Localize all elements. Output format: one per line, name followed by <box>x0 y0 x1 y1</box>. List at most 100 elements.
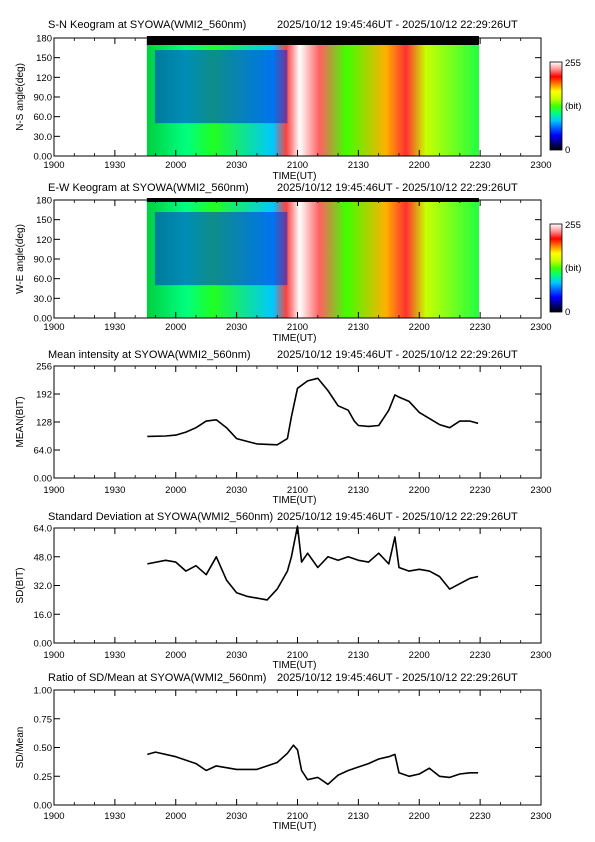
y-tick-label: 120 <box>36 73 52 84</box>
y-tick-label: 60.0 <box>34 274 53 285</box>
x-tick-label: 2230 <box>470 485 491 496</box>
y-tick-label: 30.0 <box>34 294 53 305</box>
y-tick-label: 64.0 <box>34 446 53 457</box>
x-tick-label: 1930 <box>104 811 125 822</box>
keogram-quiet-region <box>154 50 288 124</box>
y-tick-label: 16.0 <box>34 610 53 621</box>
x-tick-label: 2300 <box>530 811 551 822</box>
colorbar-max-label: 255 <box>565 220 581 231</box>
y-tick-label: 0.75 <box>34 714 53 725</box>
x-tick-label: 2030 <box>226 322 247 333</box>
panel-title: Standard Deviation at SYOWA(WMI2_560nm) <box>48 511 273 523</box>
x-tick-label: 2130 <box>348 811 369 822</box>
x-tick-label: 2000 <box>165 811 186 822</box>
y-tick-label: 180 <box>36 34 52 45</box>
x-tick-label: 2100 <box>287 322 308 333</box>
x-tick-label: 2200 <box>409 485 430 496</box>
x-tick-label: 1930 <box>104 485 125 496</box>
y-axis-label: MEAN(BIT) <box>15 396 26 447</box>
y-tick-label: 0.25 <box>34 772 53 783</box>
y-axis-label: SD(BIT) <box>15 567 26 603</box>
colorbar-max-label: 255 <box>565 58 581 69</box>
keogram-quiet-region <box>154 212 288 286</box>
x-tick-label: 2200 <box>409 811 430 822</box>
panel-ratio: Ratio of SD/Mean at SYOWA(WMI2_560nm) 202… <box>15 672 552 832</box>
panel-time-range: 2025/10/12 19:45:46UT - 2025/10/12 22:29… <box>277 511 518 523</box>
x-tick-label: 2130 <box>348 650 369 661</box>
panel-sd: Standard Deviation at SYOWA(WMI2_560nm) 2… <box>15 511 552 671</box>
x-axis-label: TIME(UT) <box>273 333 317 344</box>
x-tick-label: 2130 <box>348 160 369 171</box>
y-tick-label: 256 <box>36 362 52 373</box>
y-tick-label: 180 <box>36 196 52 207</box>
x-tick-label: 2100 <box>287 650 308 661</box>
y-tick-label: 30.0 <box>34 132 53 143</box>
x-tick-label: 1900 <box>43 322 64 333</box>
x-tick-label: 1900 <box>43 485 64 496</box>
y-tick-label: 192 <box>36 390 52 401</box>
colorbar <box>549 223 563 313</box>
x-tick-label: 2200 <box>409 160 430 171</box>
x-tick-label: 2130 <box>348 485 369 496</box>
y-tick-label: 0.00 <box>34 314 53 325</box>
y-tick-label: 0.00 <box>34 474 53 485</box>
panel-sn: S-N Keogram at SYOWA(WMI2_560nm) 2025/10/… <box>15 19 581 182</box>
x-tick-label: 2300 <box>530 485 551 496</box>
x-tick-label: 1900 <box>43 160 64 171</box>
y-tick-label: 60.0 <box>34 112 53 123</box>
y-tick-label: 128 <box>36 418 52 429</box>
x-tick-label: 2230 <box>470 811 491 822</box>
y-tick-label: 0.50 <box>34 743 53 754</box>
x-axis-label: TIME(UT) <box>273 821 317 832</box>
colorbar-unit-label: (bit) <box>565 101 581 112</box>
panel-title: Mean intensity at SYOWA(WMI2_560nm) <box>48 349 251 361</box>
y-tick-label: 150 <box>36 53 52 64</box>
x-tick-label: 2230 <box>470 322 491 333</box>
x-tick-label: 2000 <box>165 322 186 333</box>
colorbar-min-label: 0 <box>565 145 570 156</box>
x-tick-label: 2030 <box>226 650 247 661</box>
colorbar-min-label: 0 <box>565 307 570 318</box>
y-tick-label: 150 <box>36 215 52 226</box>
x-tick-label: 2030 <box>226 811 247 822</box>
series-line <box>147 525 479 601</box>
series-line <box>147 377 479 446</box>
x-tick-label: 2300 <box>530 160 551 171</box>
x-axis-label: TIME(UT) <box>273 495 317 506</box>
y-axis-label: W-E angle(deg) <box>15 224 26 294</box>
x-tick-label: 2000 <box>165 650 186 661</box>
y-tick-label: 0.00 <box>34 152 53 163</box>
x-tick-label: 2130 <box>348 322 369 333</box>
colorbar <box>549 61 563 151</box>
panel-time-range: 2025/10/12 19:45:46UT - 2025/10/12 22:29… <box>277 349 518 361</box>
plot-frame <box>53 689 542 806</box>
panel-mean: Mean intensity at SYOWA(WMI2_560nm) 2025/… <box>15 349 552 506</box>
x-tick-label: 1930 <box>104 160 125 171</box>
x-tick-label: 2200 <box>409 322 430 333</box>
x-tick-label: 2000 <box>165 160 186 171</box>
x-tick-label: 1930 <box>104 650 125 661</box>
x-tick-label: 2000 <box>165 485 186 496</box>
keogram-nodata-band <box>146 36 479 45</box>
x-tick-label: 2300 <box>530 322 551 333</box>
y-tick-label: 48.0 <box>34 552 53 563</box>
x-tick-label: 2100 <box>287 485 308 496</box>
x-axis-label: TIME(UT) <box>273 171 317 182</box>
y-tick-label: 90.0 <box>34 255 53 266</box>
x-tick-label: 2300 <box>530 650 551 661</box>
plot-frame <box>53 527 542 644</box>
plot-frame <box>53 365 542 479</box>
x-tick-label: 2100 <box>287 160 308 171</box>
y-tick-label: 120 <box>36 235 52 246</box>
x-tick-label: 2030 <box>226 160 247 171</box>
x-tick-label: 1900 <box>43 650 64 661</box>
y-tick-label: 0.00 <box>34 801 53 812</box>
x-axis-label: TIME(UT) <box>273 660 317 671</box>
colorbar-unit-label: (bit) <box>565 263 581 274</box>
panel-time-range: 2025/10/12 19:45:46UT - 2025/10/12 22:29… <box>277 182 518 194</box>
panel-time-range: 2025/10/12 19:45:46UT - 2025/10/12 22:29… <box>277 672 518 684</box>
x-tick-label: 2100 <box>287 811 308 822</box>
y-tick-label: 32.0 <box>34 581 53 592</box>
x-tick-label: 2230 <box>470 650 491 661</box>
